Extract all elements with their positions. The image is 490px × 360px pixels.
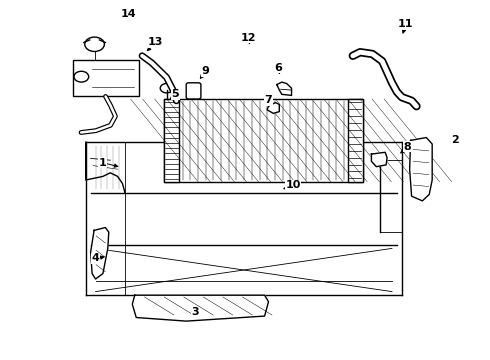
Text: 8: 8 bbox=[404, 142, 412, 152]
Polygon shape bbox=[267, 103, 279, 113]
Text: 9: 9 bbox=[202, 66, 210, 76]
Polygon shape bbox=[91, 228, 109, 279]
Text: 14: 14 bbox=[121, 9, 136, 19]
Text: 7: 7 bbox=[265, 95, 272, 105]
Bar bbox=[348, 99, 363, 182]
Bar bbox=[164, 99, 179, 182]
Polygon shape bbox=[371, 152, 387, 167]
Bar bbox=[179, 99, 348, 182]
Text: 3: 3 bbox=[191, 307, 199, 318]
Polygon shape bbox=[277, 82, 292, 95]
Text: 11: 11 bbox=[398, 19, 414, 30]
FancyBboxPatch shape bbox=[186, 83, 201, 99]
Polygon shape bbox=[132, 295, 269, 321]
Text: 13: 13 bbox=[148, 37, 164, 48]
Polygon shape bbox=[410, 138, 432, 201]
Text: 12: 12 bbox=[241, 33, 257, 43]
FancyBboxPatch shape bbox=[73, 60, 139, 96]
Bar bbox=[164, 99, 363, 182]
Text: 5: 5 bbox=[172, 89, 179, 99]
Text: 1: 1 bbox=[99, 158, 107, 168]
Text: 4: 4 bbox=[92, 253, 99, 264]
Text: 6: 6 bbox=[274, 63, 282, 73]
Text: 10: 10 bbox=[285, 180, 301, 190]
Text: 2: 2 bbox=[451, 135, 459, 145]
